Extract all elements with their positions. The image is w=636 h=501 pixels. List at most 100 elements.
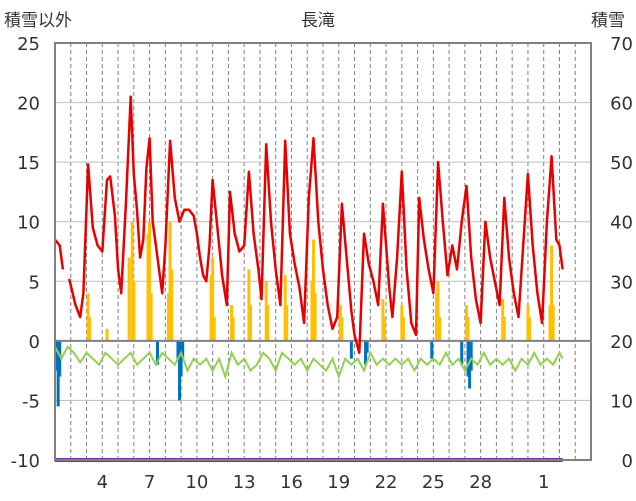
left-tick-label: 25 — [17, 34, 40, 55]
left-tick-label: -10 — [11, 451, 40, 472]
right-tick-label: 40 — [610, 213, 633, 234]
precipitation-bar — [468, 340, 472, 389]
grid — [55, 43, 591, 460]
sunshine-bar — [146, 233, 150, 341]
precipitation-bars — [55, 340, 473, 407]
left-tick-label: 10 — [17, 213, 40, 234]
sunshine-bar — [167, 293, 171, 341]
right-tick-label: 10 — [610, 391, 633, 412]
sunshine-bar — [170, 269, 174, 341]
left-axis-ticks: 25 20 15 10 5 0 -5 -10 — [11, 34, 40, 472]
left-axis-label: 積雪以外 — [4, 11, 72, 31]
sunshine-bar — [88, 317, 92, 341]
right-tick-label: 60 — [610, 94, 633, 115]
sunshine-bar — [382, 317, 386, 341]
sunshine-bar — [266, 305, 270, 341]
right-tick-label: 0 — [622, 451, 633, 472]
humidity-diff-line — [54, 345, 564, 380]
sunshine-bar — [466, 317, 470, 341]
x-axis-ticks: 4 7 10 13 16 19 22 25 28 1 — [97, 472, 550, 493]
sunshine-bar — [400, 305, 404, 341]
precipitation-bar — [56, 340, 60, 407]
x-tick-label: 28 — [469, 472, 492, 493]
x-tick-label: 19 — [327, 472, 350, 493]
sunshine-bar — [283, 275, 287, 341]
precipitation-bar — [430, 340, 434, 359]
sunshine-bar — [211, 257, 215, 341]
sunshine-bar — [212, 317, 216, 341]
x-tick-label: 13 — [233, 472, 256, 493]
sunshine-bar — [209, 275, 213, 341]
temperature-line — [54, 95, 564, 355]
precipitation-bar — [466, 340, 470, 377]
x-tick-label: 10 — [185, 472, 208, 493]
right-axis-label: 積雪 — [591, 11, 625, 31]
sunshine-bar — [340, 317, 344, 341]
sunshine-bar — [550, 245, 554, 341]
sunshine-bar — [436, 281, 440, 341]
x-tick-label: 16 — [280, 472, 303, 493]
x-tick-label: 22 — [375, 472, 398, 493]
precipitation-bar — [58, 340, 62, 377]
right-axis-ticks: 70 60 50 40 30 20 10 0 — [610, 34, 633, 472]
precipitation-bar — [364, 340, 368, 365]
precipitation-bar — [155, 340, 159, 365]
sunshine-bar — [381, 299, 385, 341]
precipitation-bar — [460, 340, 464, 365]
sunshine-bar — [285, 305, 289, 341]
precipitation-bar — [365, 340, 369, 353]
sunshine-bar — [247, 269, 251, 341]
sunshine-bar — [132, 281, 136, 341]
x-tick-label: 4 — [97, 472, 108, 493]
left-tick-label: 15 — [17, 153, 40, 174]
sunshine-bar — [435, 293, 439, 341]
sunshine-bar — [86, 293, 90, 341]
sunshine-bar — [502, 317, 506, 341]
precipitation-bar — [349, 340, 353, 359]
precipitation-bar — [181, 340, 185, 359]
sunshine-bar — [105, 328, 109, 341]
sunshine-bar — [310, 281, 314, 341]
precipitation-bar — [55, 340, 59, 371]
right-tick-label: 70 — [610, 34, 633, 55]
sunshine-bar — [149, 293, 153, 341]
sunshine-bar — [264, 281, 268, 341]
sunshine-bar — [130, 221, 134, 341]
sunshine-bar — [231, 317, 235, 341]
x-tick-label: 7 — [144, 472, 155, 493]
sunshine-bar — [438, 317, 442, 341]
x-tick-label: 1 — [538, 472, 549, 493]
precipitation-bar — [469, 340, 473, 371]
right-tick-label: 50 — [610, 153, 633, 174]
left-tick-label: 5 — [29, 272, 40, 293]
sunshine-bar — [313, 293, 317, 341]
sunshine-bar — [401, 317, 405, 341]
x-tick-label: 25 — [422, 472, 445, 493]
temperature-segment — [67, 95, 564, 355]
plot-frame — [54, 42, 592, 461]
sunshine-bar — [168, 221, 172, 341]
sunshine-bar — [501, 299, 505, 341]
sunshine-bar — [338, 305, 342, 341]
precipitation-bar — [178, 340, 182, 401]
sunshine-bar — [230, 305, 234, 341]
sunshine-bar — [148, 221, 152, 341]
right-tick-label: 20 — [610, 332, 633, 353]
sunshine-bar — [528, 317, 532, 341]
left-tick-label: 0 — [29, 332, 40, 353]
sunshine-bar — [127, 257, 131, 341]
left-tick-label: -5 — [22, 391, 40, 412]
left-tick-label: 20 — [17, 94, 40, 115]
chart-title: 長滝 — [301, 11, 335, 31]
sunshine-bar — [248, 305, 252, 341]
sunshine-bar — [548, 305, 552, 341]
sunshine-bar — [526, 305, 530, 341]
sunshine-bar — [551, 305, 555, 341]
right-tick-label: 30 — [610, 272, 633, 293]
precipitation-bar — [179, 340, 183, 377]
sunshine-bar — [464, 305, 468, 341]
precipitation-bar — [176, 340, 180, 359]
sunshine-bars — [86, 221, 555, 341]
sunshine-bar — [312, 239, 316, 341]
